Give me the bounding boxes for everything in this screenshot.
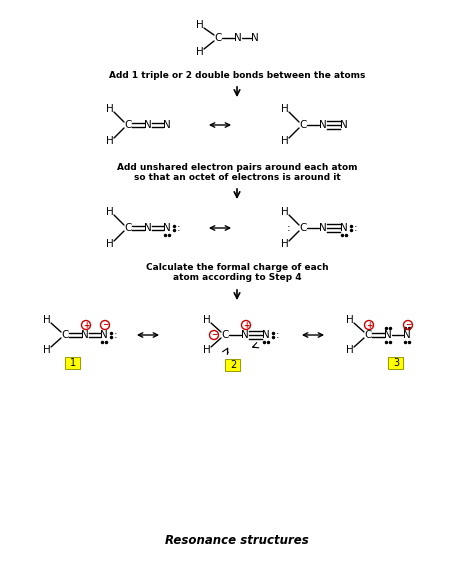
Text: H: H <box>106 207 114 217</box>
Text: :: : <box>114 330 118 340</box>
Text: C: C <box>124 120 132 130</box>
Text: H: H <box>106 239 114 249</box>
Text: C: C <box>365 330 372 340</box>
FancyBboxPatch shape <box>65 357 81 369</box>
Text: N: N <box>144 223 152 233</box>
Text: H: H <box>106 104 114 114</box>
Text: −: − <box>405 320 411 329</box>
Text: H: H <box>196 47 204 57</box>
Text: H: H <box>196 20 204 30</box>
Text: Add 1 triple or 2 double bonds between the atoms: Add 1 triple or 2 double bonds between t… <box>109 71 365 80</box>
Text: N: N <box>340 223 348 233</box>
Text: H: H <box>43 345 51 355</box>
Text: C: C <box>221 330 228 340</box>
Text: +: + <box>83 320 89 329</box>
Text: −: − <box>211 331 217 339</box>
Text: Add unshared electron pairs around each atom: Add unshared electron pairs around each … <box>117 162 357 172</box>
Text: :: : <box>177 223 181 233</box>
Text: H: H <box>346 315 354 325</box>
Text: N: N <box>81 330 89 340</box>
Text: so that an octet of electrons is around it: so that an octet of electrons is around … <box>134 173 340 181</box>
Text: H: H <box>203 315 211 325</box>
Text: 2: 2 <box>230 360 236 370</box>
Text: N: N <box>163 223 171 233</box>
Text: :: : <box>354 223 358 233</box>
Text: H: H <box>281 136 289 146</box>
Text: 1: 1 <box>70 359 76 369</box>
Text: N: N <box>384 330 392 340</box>
Text: N: N <box>100 330 108 340</box>
Text: N: N <box>319 120 327 130</box>
Text: Calculate the formal charge of each: Calculate the formal charge of each <box>146 263 328 273</box>
Text: :: : <box>276 330 280 340</box>
Text: H: H <box>203 345 211 355</box>
Text: N: N <box>163 120 171 130</box>
Text: +: + <box>243 320 249 329</box>
Text: H: H <box>281 104 289 114</box>
Text: H: H <box>106 136 114 146</box>
Text: N: N <box>403 330 411 340</box>
Text: C: C <box>299 223 307 233</box>
Text: atom according to Step 4: atom according to Step 4 <box>173 273 301 282</box>
Text: 3: 3 <box>393 359 399 369</box>
Text: N: N <box>144 120 152 130</box>
Text: N: N <box>262 330 270 340</box>
Text: C: C <box>214 33 222 43</box>
Text: N: N <box>319 223 327 233</box>
Text: H: H <box>281 207 289 217</box>
Text: C: C <box>299 120 307 130</box>
Text: C: C <box>124 223 132 233</box>
Text: H: H <box>346 345 354 355</box>
Text: H: H <box>43 315 51 325</box>
FancyBboxPatch shape <box>226 359 240 371</box>
Text: C: C <box>61 330 69 340</box>
Text: N: N <box>251 33 259 43</box>
Text: N: N <box>234 33 242 43</box>
Text: +: + <box>366 320 372 329</box>
Text: N: N <box>340 120 348 130</box>
Text: N: N <box>241 330 249 340</box>
Text: :: : <box>287 223 291 233</box>
Text: H: H <box>281 239 289 249</box>
Text: −: − <box>102 320 108 329</box>
FancyBboxPatch shape <box>389 357 403 369</box>
Text: Resonance structures: Resonance structures <box>165 533 309 546</box>
